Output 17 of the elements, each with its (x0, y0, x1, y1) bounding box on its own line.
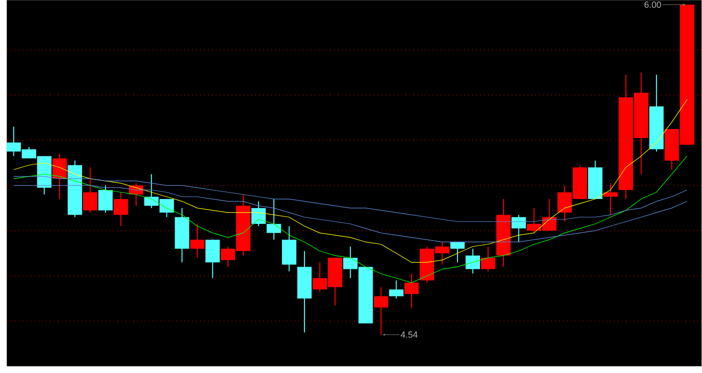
candlestick (603, 182, 618, 216)
candlestick (512, 214, 526, 242)
candlestick (114, 192, 128, 227)
candlestick (450, 241, 465, 263)
candlestick (251, 200, 266, 227)
candlestick (98, 184, 113, 214)
candlestick (389, 280, 404, 299)
candlestick (480, 246, 496, 272)
annotation: 4.54 (400, 332, 418, 338)
candlestick (266, 198, 282, 240)
candlestick (83, 166, 98, 214)
annotation: 6.00 (644, 1, 662, 8)
candlestick (52, 153, 67, 200)
candlestick (190, 223, 205, 258)
candlestick (404, 273, 419, 308)
candlestick (205, 239, 220, 279)
candlestick (466, 248, 480, 274)
